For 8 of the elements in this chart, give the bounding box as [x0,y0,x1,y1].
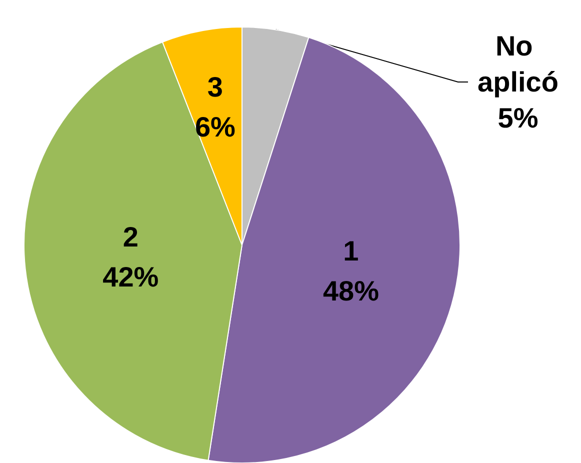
slice-label: 3 [207,71,224,102]
data-label: 5% [498,102,538,134]
data-label: 6% [194,111,236,142]
slice-label: 1 [343,235,359,266]
slice-label: No aplicó [478,30,558,98]
data-label: 48% [322,275,380,306]
data-label: 42% [102,262,159,293]
slice-label: 2 [122,222,138,253]
